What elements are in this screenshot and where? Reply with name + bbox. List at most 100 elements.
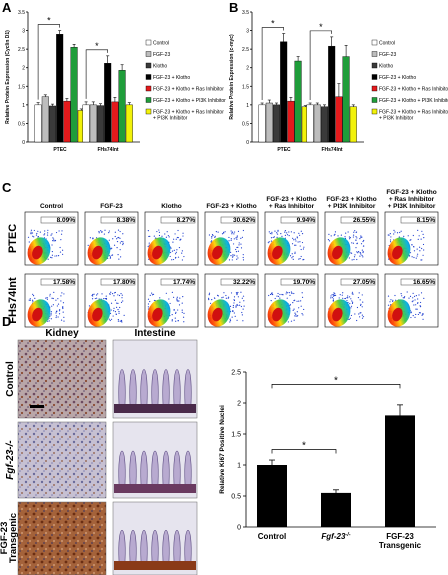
flow-event [392, 299, 394, 302]
flow-event [242, 308, 244, 310]
flow-event [274, 230, 276, 232]
row-label-knockout: Fgf-23-/- [5, 440, 16, 480]
flow-event [153, 299, 156, 302]
flow-event [225, 294, 227, 297]
flow-event [49, 295, 51, 297]
villus [173, 450, 181, 485]
flow-event [240, 305, 243, 308]
flow-event [230, 230, 232, 232]
flow-column-header: Control [40, 203, 63, 210]
flow-event [237, 230, 240, 232]
flow-event [355, 236, 357, 238]
flow-event [208, 294, 210, 296]
flow-event [225, 297, 227, 299]
flow-event [123, 314, 125, 317]
flow-density-core [392, 307, 403, 322]
y-tick-label: 0 [246, 140, 249, 146]
flow-event [120, 240, 122, 243]
flow-event [413, 304, 415, 306]
flow-density-core [92, 307, 103, 322]
flow-event [33, 229, 35, 232]
flow-event [416, 253, 419, 255]
villus [151, 529, 159, 562]
flow-event [360, 253, 362, 255]
flow-event [109, 257, 111, 259]
flow-event [227, 297, 229, 299]
flow-event [238, 244, 240, 246]
bar [306, 104, 314, 143]
flow-event [410, 239, 412, 241]
flow-event [108, 230, 110, 232]
flow-event [328, 240, 331, 242]
flow-event [356, 306, 359, 309]
flow-event [88, 305, 91, 307]
flow-event [423, 237, 425, 239]
flow-event [409, 252, 412, 254]
flow-event [285, 291, 288, 293]
flow-gate [400, 278, 436, 286]
flow-event [334, 233, 336, 235]
flow-percentage: 8.15% [417, 217, 436, 224]
flow-event [332, 298, 335, 300]
flow-event [121, 294, 123, 296]
flow-event [119, 249, 121, 251]
flow-event [231, 231, 234, 233]
flow-event [411, 256, 413, 258]
flow-event [302, 314, 304, 316]
legend-label: FGF-23 + Klotho [379, 75, 416, 81]
flow-event [352, 236, 354, 238]
flow-event [347, 295, 349, 297]
flow-density-core [392, 245, 403, 260]
flow-event [117, 302, 119, 304]
flow-event [215, 231, 217, 233]
flow-density-core [332, 245, 343, 260]
flow-event [348, 236, 351, 238]
flow-event [289, 255, 292, 257]
villus [140, 369, 148, 405]
flow-gate [160, 278, 196, 286]
bar [104, 63, 112, 143]
flow-event [242, 229, 244, 232]
flow-event [173, 309, 175, 311]
flow-event [392, 300, 394, 303]
flow-event [296, 300, 298, 302]
flow-event [54, 255, 56, 257]
flow-event [177, 309, 179, 311]
flow-event [47, 232, 49, 234]
flow-event [183, 312, 185, 314]
flow-event [230, 239, 232, 241]
bar [257, 465, 287, 527]
flow-event [122, 242, 124, 244]
flow-event [46, 234, 49, 236]
flow-event [270, 292, 273, 295]
flow-event [294, 315, 296, 317]
y-tick-label: 0 [237, 525, 241, 532]
flow-event [236, 246, 238, 249]
flow-event [301, 312, 303, 315]
flow-event [354, 230, 356, 232]
flow-event [57, 303, 60, 305]
flow-percentage: 30.62% [233, 217, 255, 224]
flow-event [29, 299, 31, 301]
villus [151, 450, 159, 485]
flow-event [295, 313, 297, 315]
flow-event [233, 238, 235, 240]
y-tick-label: 3.5 [242, 10, 249, 16]
flow-event [422, 313, 424, 316]
flow-event [284, 231, 286, 233]
flow-event [31, 232, 34, 234]
flow-event [113, 244, 116, 246]
bar [118, 70, 126, 143]
significance-bracket [37, 24, 60, 100]
flow-event [51, 305, 53, 307]
flow-event [230, 251, 232, 253]
flow-event [46, 297, 48, 299]
flow-density-core [92, 245, 103, 260]
flow-event [415, 295, 417, 297]
flow-plot [264, 273, 319, 328]
flow-event [114, 311, 117, 313]
flow-event [32, 293, 34, 295]
flow-event [238, 242, 240, 244]
flow-event [30, 232, 32, 235]
flow-event [183, 321, 185, 323]
